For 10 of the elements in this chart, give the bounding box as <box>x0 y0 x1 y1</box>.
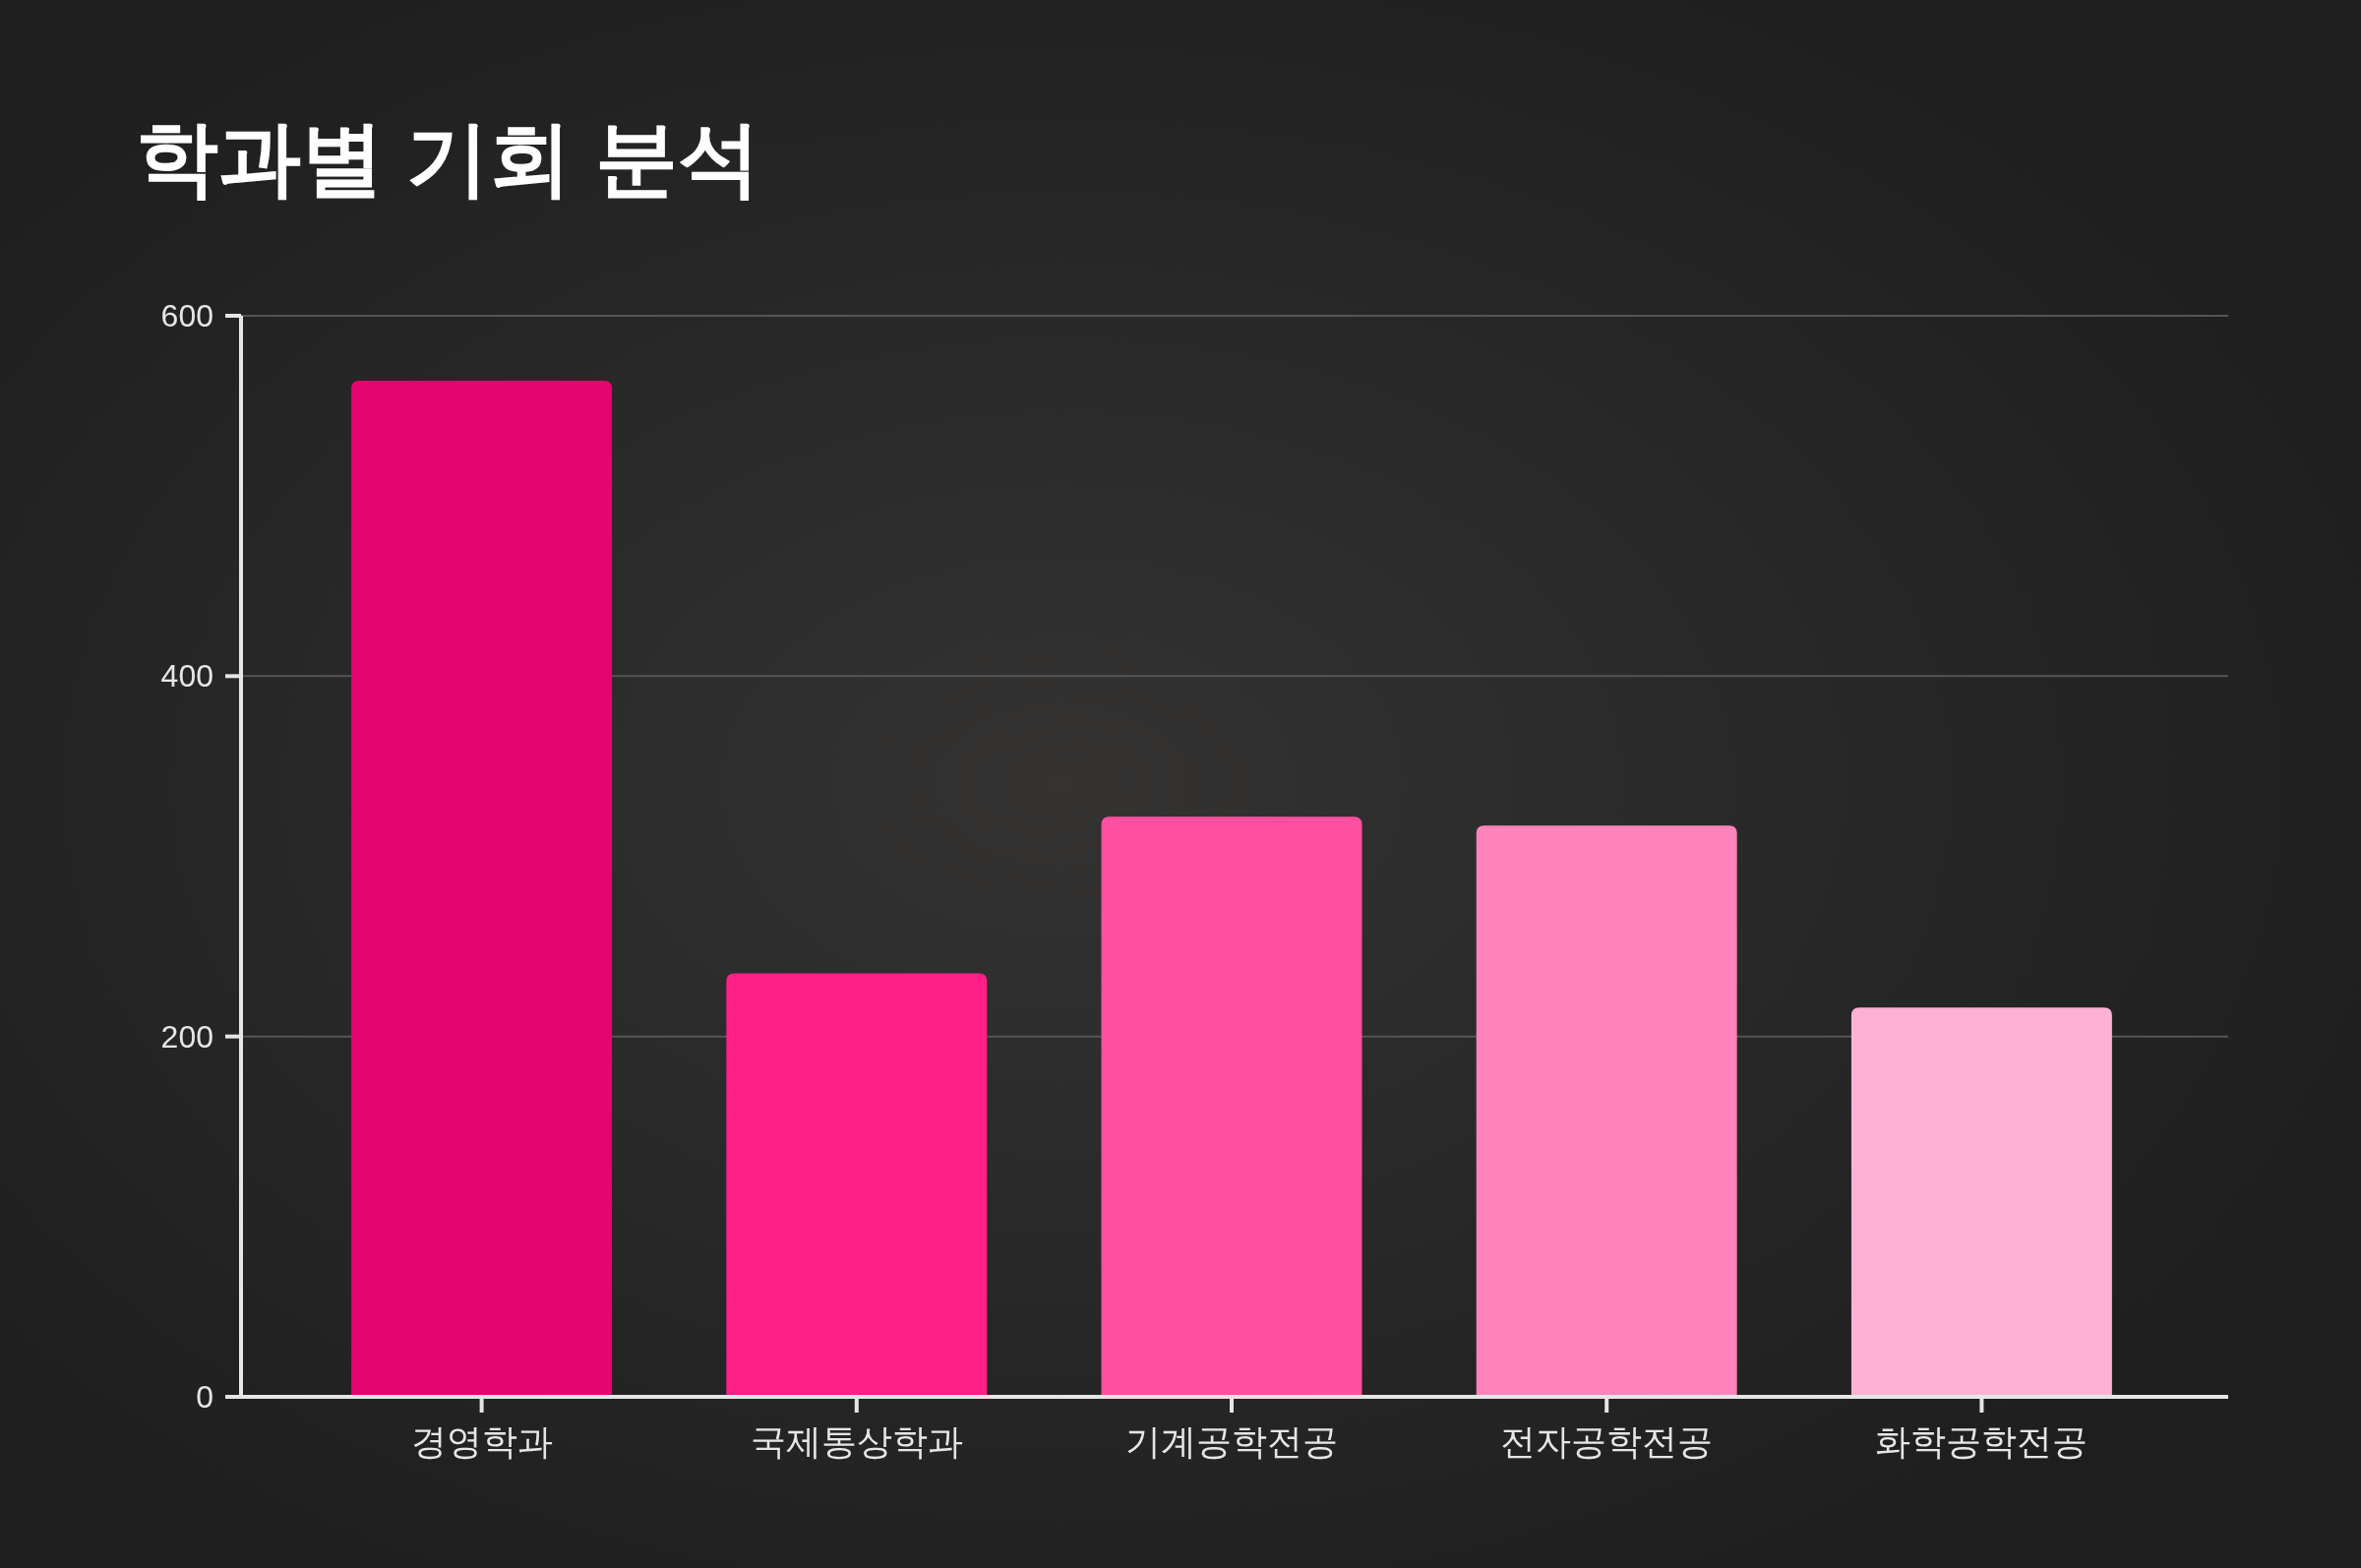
xtick: 화학공학전공 <box>1875 1421 2089 1462</box>
ytick: 0 <box>196 1379 213 1415</box>
xtick: 경영학과 <box>410 1421 553 1462</box>
ytick: 600 <box>160 298 213 333</box>
xtick: 국제통상학과 <box>750 1421 963 1462</box>
ytick: 200 <box>160 1018 213 1055</box>
xtick: 전자공학전공 <box>1500 1421 1714 1462</box>
xtick: 기계공학전공 <box>1125 1421 1338 1462</box>
title: 학과별 기회 분석 <box>136 112 760 205</box>
ytick: 400 <box>160 658 213 694</box>
